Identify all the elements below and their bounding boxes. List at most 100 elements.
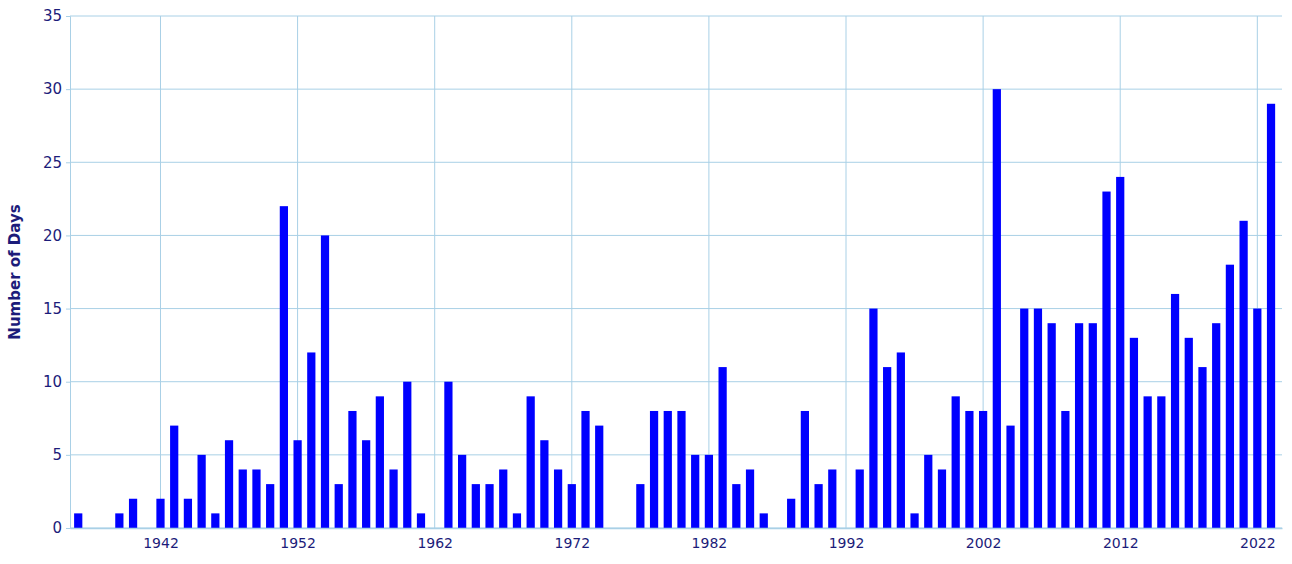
bar	[293, 440, 301, 528]
tick: 5	[52, 446, 70, 464]
x-axis: 194219521962197219821992200220122022	[71, 528, 1283, 551]
tick: 1992	[829, 528, 865, 551]
bar	[869, 309, 877, 528]
grid-line	[571, 16, 572, 528]
bar	[814, 484, 822, 528]
bar	[170, 426, 178, 528]
bar	[828, 469, 836, 528]
chart: 1942195219621972198219922002201220220510…	[0, 0, 1292, 564]
bar	[280, 206, 288, 528]
bar	[1226, 265, 1234, 528]
bar	[993, 89, 1001, 528]
grid-line	[70, 162, 1282, 163]
axis-line	[71, 528, 1283, 530]
tick-mark	[66, 528, 70, 529]
tick-mark	[66, 455, 70, 456]
bar	[1034, 309, 1042, 528]
bar	[252, 469, 260, 528]
grid-line	[70, 528, 1282, 529]
y-axis-title: Number of Days	[6, 204, 24, 339]
tick-label: 2022	[1240, 535, 1276, 551]
tick-label: 35	[43, 7, 62, 25]
y-axis: 05101520253035	[43, 7, 71, 537]
tick: 20	[43, 227, 70, 245]
bar	[417, 513, 425, 528]
bar	[1075, 323, 1083, 528]
bar	[115, 513, 123, 528]
bar	[801, 411, 809, 528]
tick: 0	[52, 519, 70, 537]
bar	[568, 484, 576, 528]
tick-label: 1942	[143, 535, 179, 551]
grid-line	[70, 381, 1282, 382]
bar	[1130, 338, 1138, 528]
bar	[1267, 104, 1275, 528]
tick: 30	[43, 80, 70, 98]
bar	[184, 499, 192, 528]
tick-label: 1952	[280, 535, 316, 551]
bar	[883, 367, 891, 528]
bar	[513, 513, 521, 528]
bar	[239, 469, 247, 528]
bar	[1144, 396, 1152, 528]
bar	[403, 382, 411, 528]
bar	[376, 396, 384, 528]
bar	[677, 411, 685, 528]
bar	[705, 455, 713, 528]
tick-label: 0	[52, 519, 62, 537]
bar	[129, 499, 137, 528]
tick-label: 30	[43, 80, 62, 98]
tick-label: 2002	[966, 535, 1002, 551]
bar	[650, 411, 658, 528]
bar	[719, 367, 727, 528]
tick-label: 15	[43, 300, 62, 318]
bar	[1116, 177, 1124, 528]
tick: 2002	[966, 528, 1002, 551]
bar	[1212, 323, 1220, 528]
bar	[389, 469, 397, 528]
bar	[1006, 426, 1014, 528]
tick-mark	[66, 309, 70, 310]
tick: 35	[43, 7, 70, 25]
bar	[156, 499, 164, 528]
tick-label: 1972	[554, 535, 590, 551]
grid-line	[70, 89, 1282, 90]
bar	[307, 352, 315, 528]
bar	[335, 484, 343, 528]
bar	[1020, 309, 1028, 528]
bar	[1253, 309, 1261, 528]
bars	[74, 89, 1275, 528]
tick-label: 1982	[692, 535, 728, 551]
bar	[938, 469, 946, 528]
tick-label: 2012	[1103, 535, 1139, 551]
bar	[636, 484, 644, 528]
bar	[1239, 221, 1247, 528]
bar	[787, 499, 795, 528]
bar	[924, 455, 932, 528]
bar	[74, 513, 82, 528]
bar	[198, 455, 206, 528]
bar	[595, 426, 603, 528]
bar	[856, 469, 864, 528]
bar	[266, 484, 274, 528]
bar	[499, 469, 507, 528]
grid-line	[70, 454, 1282, 455]
bar	[1061, 411, 1069, 528]
tick-mark	[66, 16, 70, 17]
bar	[965, 411, 973, 528]
bar	[979, 411, 987, 528]
grid-line	[708, 16, 709, 528]
tick: 10	[43, 373, 70, 391]
tick: 1972	[554, 528, 590, 551]
bar	[211, 513, 219, 528]
bar	[485, 484, 493, 528]
grid-line	[70, 235, 1282, 236]
tick-mark	[66, 89, 70, 90]
tick: 1982	[692, 528, 728, 551]
grid-line	[160, 16, 161, 528]
tick-label: 5	[52, 446, 62, 464]
bar	[732, 484, 740, 528]
bar	[362, 440, 370, 528]
bar	[472, 484, 480, 528]
bar	[1102, 192, 1110, 528]
